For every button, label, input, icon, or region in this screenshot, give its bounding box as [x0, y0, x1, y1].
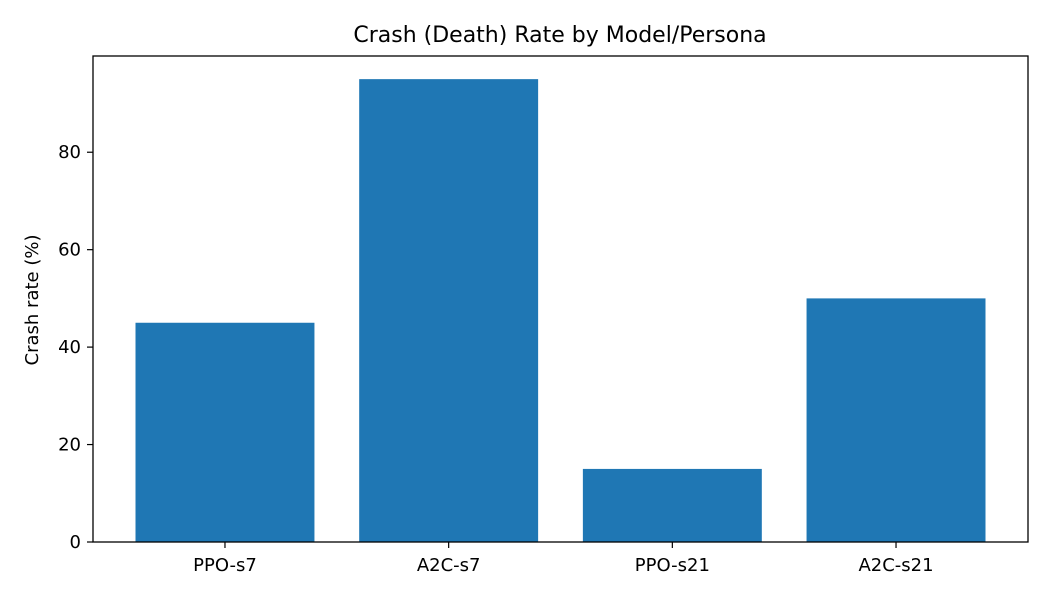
- x-tick-label: PPO-s21: [635, 555, 710, 576]
- y-tick-label: 20: [58, 435, 81, 456]
- x-tick-label: PPO-s7: [193, 555, 257, 576]
- y-ticks-layer: 0 20 40 60 80: [58, 142, 93, 553]
- x-tick-label: A2C-s7: [417, 555, 481, 576]
- bars-layer: [135, 79, 986, 543]
- bar-ppo-s21: [582, 468, 762, 542]
- bar-ppo-s7: [135, 322, 315, 542]
- y-tick-label: 0: [70, 532, 81, 553]
- x-ticks-layer: PPO-s7 A2C-s7 PPO-s21 A2C-s21: [193, 542, 934, 576]
- bar-a2c-s7: [359, 79, 539, 543]
- x-tick-label: A2C-s21: [858, 555, 933, 576]
- y-tick-label: 40: [58, 337, 81, 358]
- plot-frame: [92, 55, 1029, 543]
- y-tick-label: 80: [58, 142, 81, 163]
- bar-a2c-s21: [806, 298, 986, 542]
- chart-title: Crash (Death) Rate by Model/Persona: [353, 23, 766, 48]
- y-axis-label: Crash rate (%): [22, 235, 43, 366]
- y-tick-label: 60: [58, 240, 81, 261]
